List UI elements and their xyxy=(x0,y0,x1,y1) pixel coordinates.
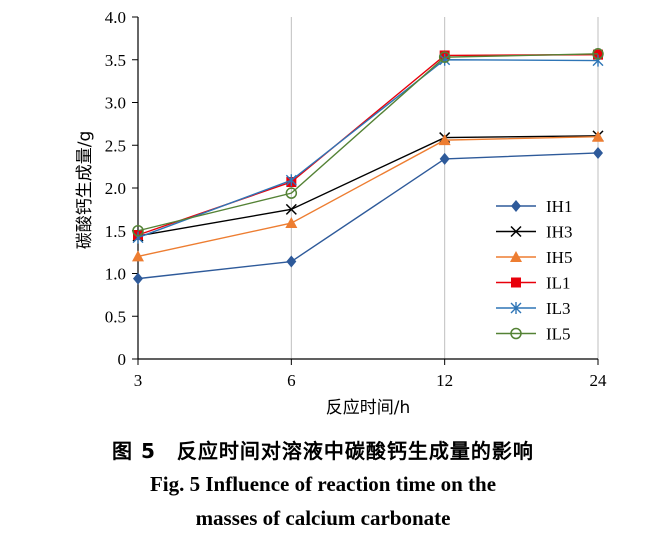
series-line-il3 xyxy=(137,59,599,239)
series-line-ih1 xyxy=(137,152,599,280)
data-point-ih1 xyxy=(133,272,143,285)
data-point-il5 xyxy=(132,225,144,237)
legend-marker xyxy=(511,200,521,212)
data-point-il5 xyxy=(438,51,451,63)
legend: IH1 IH3 IH5 IL1 IL3 IL5 xyxy=(496,197,572,344)
legend-label: IH5 xyxy=(546,248,572,267)
series-ih1 xyxy=(133,146,603,285)
y-axis-label: 碳酸钙生成量/g xyxy=(75,131,95,250)
legend-marker xyxy=(510,302,522,314)
data-point-ih1 xyxy=(286,255,297,268)
series-line-il5 xyxy=(137,53,599,232)
axes: 0 0.5 1.0 1.5 2.0 2.5 3.0 3.5 4.0 3 6 12 24 xyxy=(105,8,607,390)
legend-item-il1: IL1 xyxy=(496,274,571,293)
data-point-ih5 xyxy=(285,217,298,229)
legend-label: IH3 xyxy=(546,223,572,242)
data-point-ih1 xyxy=(439,152,450,165)
series-ih3 xyxy=(132,130,604,242)
x-axis-label: 反应时间/h xyxy=(326,398,411,418)
data-point-ih5 xyxy=(592,130,604,142)
legend-label: IL3 xyxy=(546,299,571,318)
series-layer xyxy=(132,48,604,285)
legend-label: IH1 xyxy=(546,197,572,216)
legend-item-ih1: IH1 xyxy=(496,197,572,216)
y-tick-label: 0.5 xyxy=(105,307,126,326)
data-point-il3 xyxy=(285,174,297,187)
y-tick-label: 4.0 xyxy=(105,8,126,27)
x-tick-label: 3 xyxy=(134,371,143,390)
data-point-ih5 xyxy=(132,250,144,262)
legend-item-ih5: IH5 xyxy=(496,248,572,267)
y-tick-label: 0 xyxy=(118,350,127,369)
legend-label: IL1 xyxy=(546,274,571,293)
figure-caption-english-line1: Fig. 5 Influence of reaction time on the xyxy=(149,472,497,496)
legend-marker xyxy=(510,225,522,238)
legend-label: IL5 xyxy=(546,325,571,344)
x-tick-label: 6 xyxy=(287,371,296,390)
data-point-ih5 xyxy=(438,134,451,146)
data-point-il5 xyxy=(592,48,604,60)
series-line-ih3 xyxy=(137,135,599,237)
series-il3 xyxy=(132,53,604,244)
legend-marker xyxy=(511,277,521,288)
series-line-il1 xyxy=(137,53,599,236)
legend-item-il3: IL3 xyxy=(496,299,571,318)
y-tick-label: 2.0 xyxy=(105,179,126,198)
figure-caption-chinese: 图 5 反应时间对溶液中碳酸钙生成量的影响 xyxy=(112,439,534,463)
data-point-ih1 xyxy=(593,146,603,159)
data-point-il5 xyxy=(285,187,298,199)
legend-marker xyxy=(510,327,522,340)
y-tick-label: 2.5 xyxy=(105,136,126,155)
legend-item-il5: IL5 xyxy=(496,325,571,344)
data-point-ih3 xyxy=(285,203,297,215)
series-il1 xyxy=(133,49,603,241)
series-line-ih5 xyxy=(137,136,599,258)
y-tick-label: 1.5 xyxy=(105,222,126,241)
legend-item-ih3: IH3 xyxy=(496,223,572,242)
legend-marker xyxy=(510,251,522,262)
line-chart: 00.51.01.52.02.53.03.54.03 6 12 24 IH1IH3IH… xyxy=(75,8,607,418)
x-tick-label: 24 xyxy=(590,371,608,390)
series-ih5 xyxy=(132,130,604,262)
series-il5 xyxy=(132,48,604,237)
figure-caption-english-line2: masses of calcium carbonate xyxy=(195,506,451,530)
y-tick-label: 3.0 xyxy=(105,94,126,113)
x-tick-label: 12 xyxy=(436,371,453,390)
y-tick-label: 3.5 xyxy=(105,51,126,70)
y-tick-label: 1.0 xyxy=(105,265,126,284)
